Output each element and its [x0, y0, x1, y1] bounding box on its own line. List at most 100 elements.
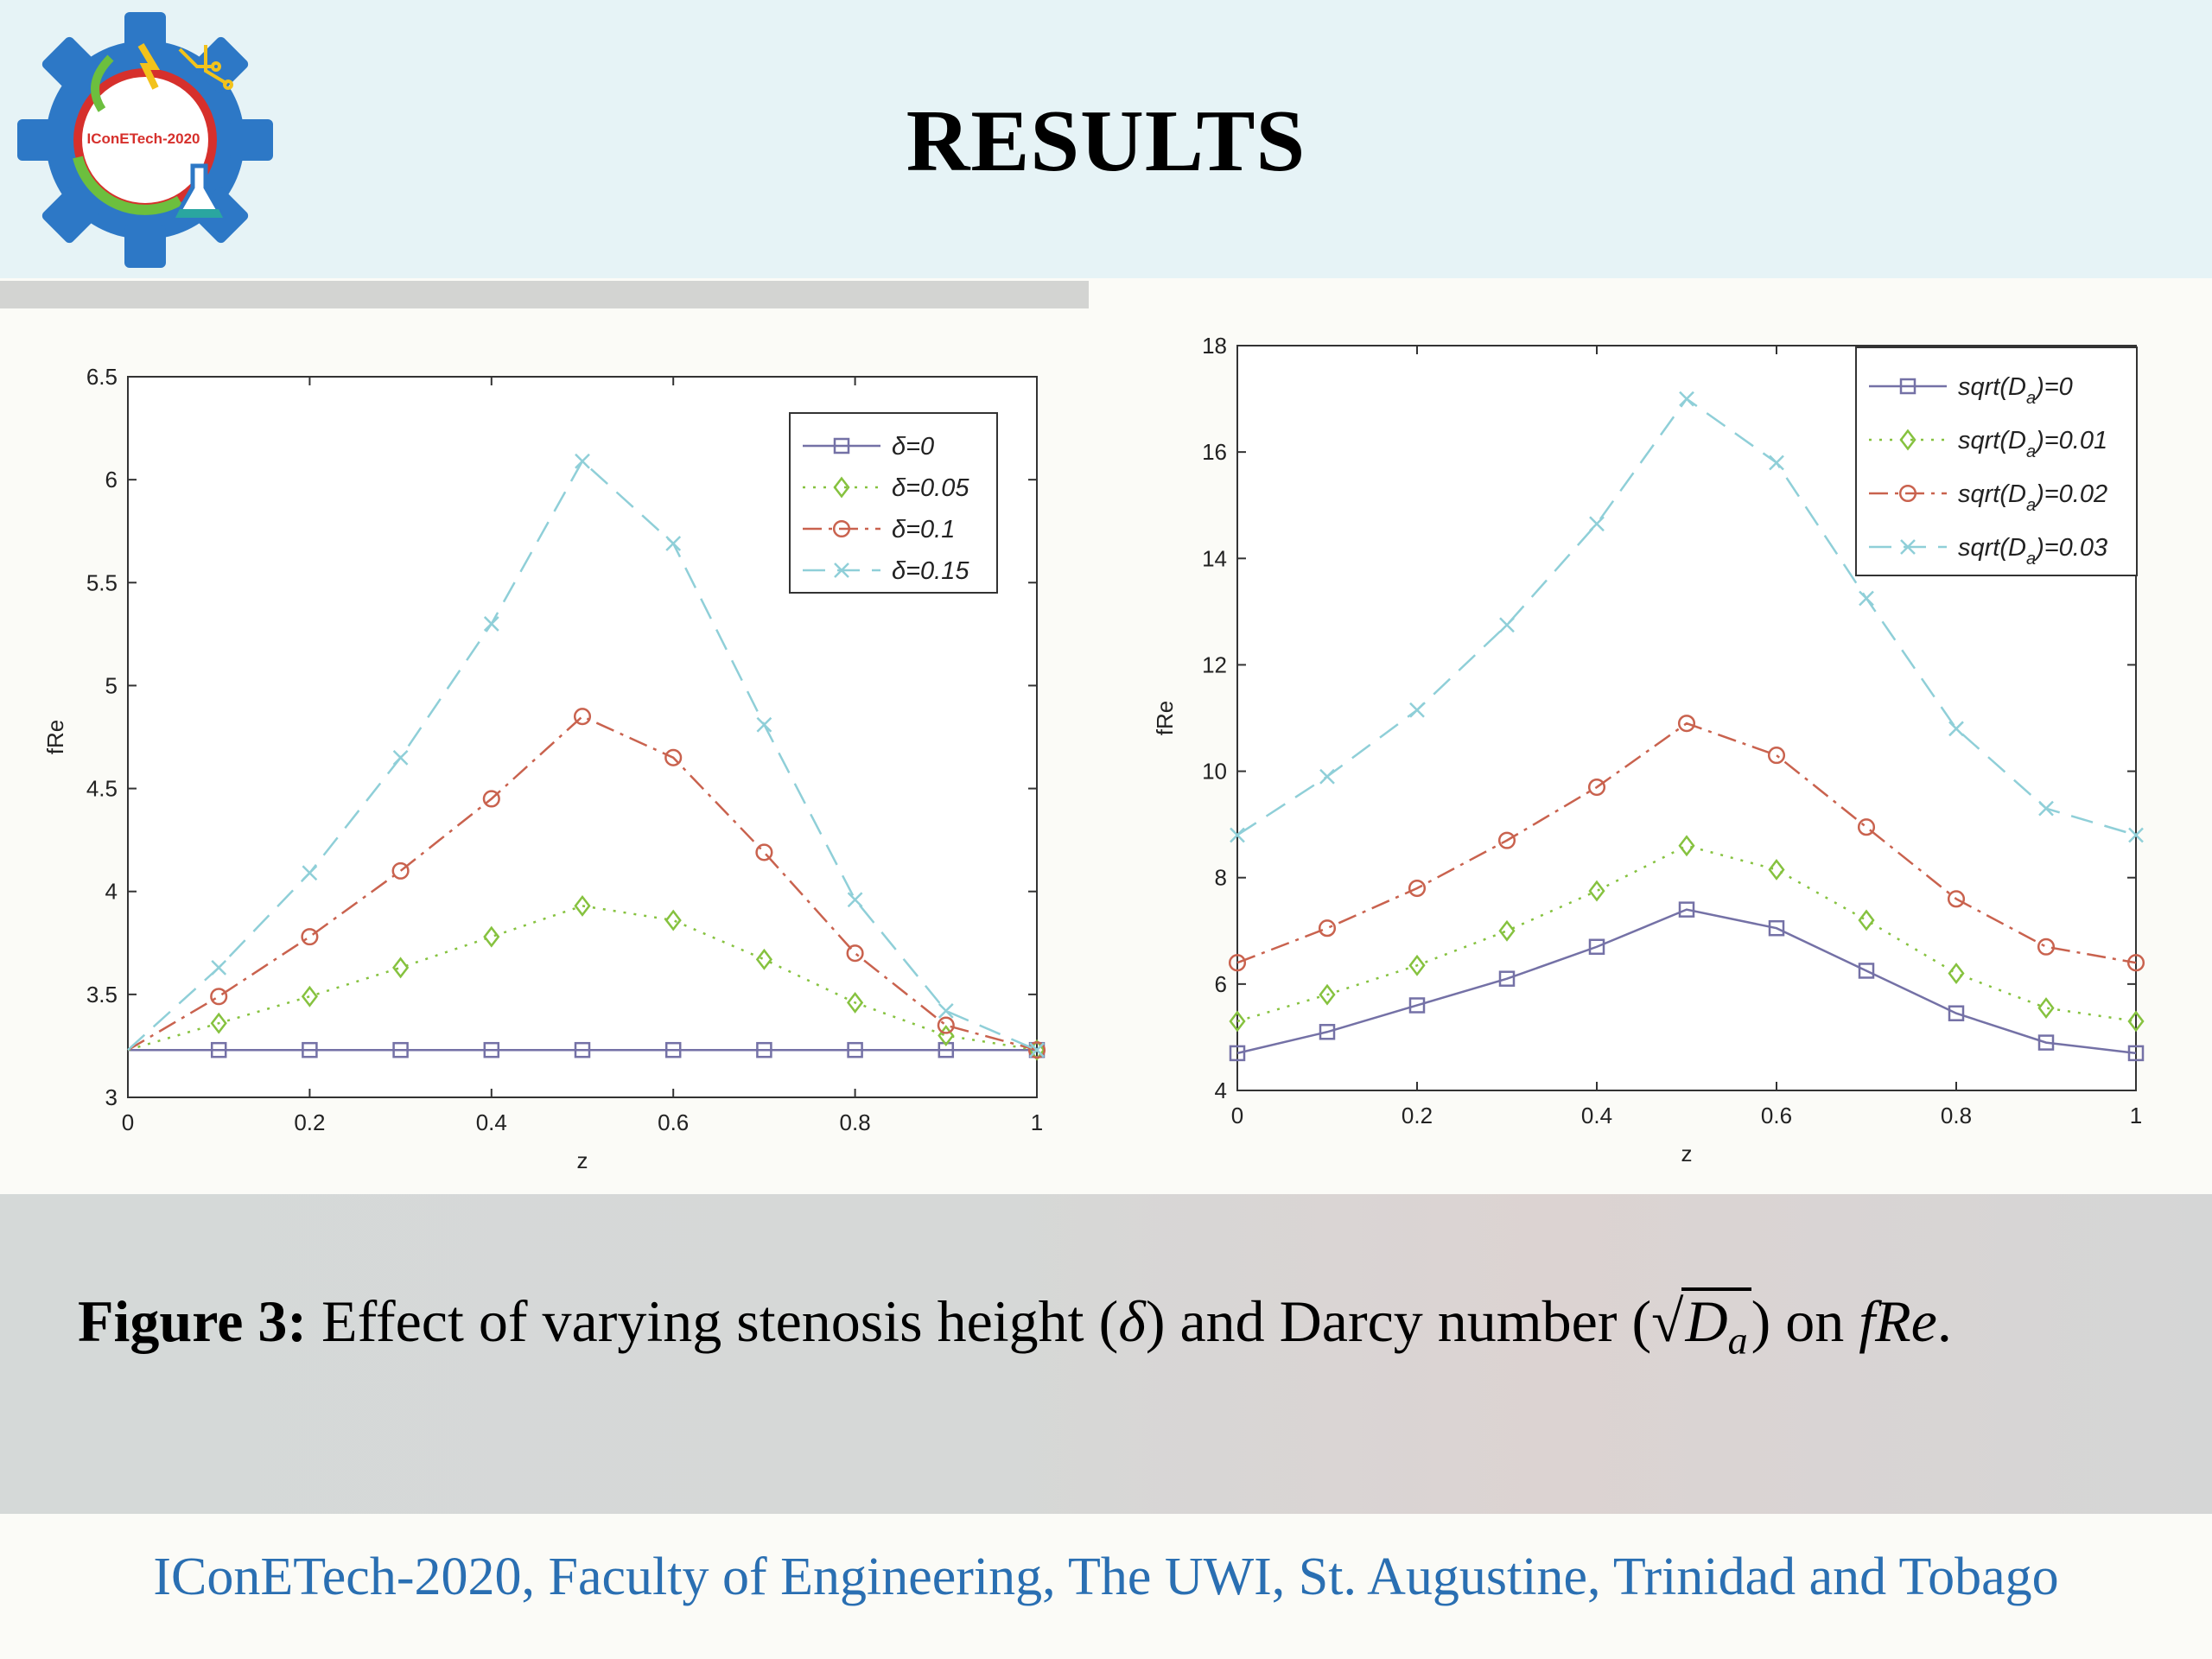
logo-text: IConETech-2020: [86, 130, 200, 147]
left-data-point: [664, 748, 683, 766]
right-series-line: [1236, 844, 2137, 1023]
left-data-point: [846, 944, 864, 963]
right-data-point: [1229, 1045, 1246, 1062]
left-legend: [789, 412, 998, 594]
right-data-point: [1318, 919, 1337, 938]
right-data-point: [2126, 954, 2145, 972]
left-xaxis-label: z: [577, 1147, 588, 1173]
right-series-2: [1228, 715, 2145, 972]
left-data-point: [664, 1041, 682, 1058]
right-ytick-label: 18: [1202, 333, 1227, 359]
right-data-point: [1229, 1010, 1246, 1033]
right-series-line: [1236, 908, 2137, 1055]
right-ytick-label: 14: [1202, 545, 1227, 571]
left-ytick-label: 4.5: [86, 776, 118, 802]
right-data-point: [2037, 1034, 2055, 1051]
right-data-point: [1230, 827, 1245, 843]
caption-text-1: Effect of varying stenosis height (: [307, 1288, 1119, 1354]
right-ytick-label: 8: [1215, 865, 1227, 891]
left-data-point: [301, 928, 319, 946]
left-ytick-label: 4: [105, 879, 118, 905]
right-data-point: [1857, 818, 1876, 836]
right-data-point: [1498, 970, 1516, 987]
right-xtick-label: 0: [1231, 1103, 1243, 1128]
header-banner: IConETech-2020 RESULTS: [0, 0, 2212, 278]
left-data-point: [847, 991, 864, 1014]
right-data-point: [2127, 1010, 2145, 1033]
left-data-point: [211, 959, 227, 976]
left-data-point: [847, 1041, 863, 1058]
left-data-point: [847, 892, 863, 908]
right-data-point: [1948, 963, 1965, 984]
right-data-point: [1677, 715, 1696, 733]
page-title: RESULTS: [906, 92, 1306, 190]
left-xtick-label: 0.4: [476, 1109, 507, 1135]
left-data-point: [756, 716, 772, 733]
left-series-line: [127, 905, 1038, 1052]
left-series-line: [127, 715, 1038, 1052]
right-data-point: [2037, 997, 2055, 1020]
chart-stenosis-height: 0 0.2 0.4 0.6 0.8 1 3 3.5 4 4.5 5 5.5 6 6.5 z fRe δ=0 δ=0…: [0, 311, 1106, 1175]
divider-bar: [0, 281, 1089, 308]
left-data-point: [391, 861, 410, 880]
right-data-point: [1768, 919, 1785, 937]
right-legend-label: sqrt(Da)=0.02: [1958, 480, 2107, 515]
left-yaxis-label: fRe: [42, 720, 68, 754]
right-ytick-label: 10: [1202, 759, 1227, 785]
right-data-point: [1678, 835, 1695, 857]
right-data-point: [1408, 954, 1426, 976]
caption-label: Figure 3:: [78, 1288, 308, 1354]
left-xtick-label: 0.2: [294, 1109, 325, 1135]
right-xtick-label: 0.8: [1941, 1103, 1972, 1128]
right-legend-marker: [1899, 429, 1916, 451]
right-ytick-label: 4: [1215, 1077, 1227, 1103]
left-data-point: [301, 985, 318, 1007]
chart-left-svg: 0 0.2 0.4 0.6 0.8 1 3 3.5 4 4.5 5 5.5 6 6.5 z fRe δ=0 δ=0…: [42, 364, 1046, 1173]
right-data-point: [1499, 617, 1515, 633]
left-xtick-label: 1: [1031, 1109, 1043, 1135]
left-series-2: [127, 708, 1046, 1059]
left-legend-marker: [833, 437, 850, 454]
right-data-point: [1498, 919, 1516, 942]
left-data-point: [483, 616, 499, 632]
right-ytick-label: 12: [1202, 652, 1227, 677]
left-legend-marker: [832, 519, 851, 538]
caption-end: .: [1936, 1288, 1952, 1354]
left-ytick-label: 3.5: [86, 982, 118, 1007]
right-legend-label: sqrt(Da)=0: [1958, 373, 2073, 408]
right-xtick-label: 0.4: [1581, 1103, 1612, 1128]
left-data-point: [756, 1041, 772, 1058]
right-series-1: [1229, 835, 2145, 1033]
right-legend-marker: [1899, 378, 1916, 395]
right-ytick-label: 6: [1215, 971, 1227, 997]
right-yaxis-label: fRe: [1152, 701, 1178, 735]
left-data-point: [210, 1012, 227, 1034]
left-data-point: [482, 790, 500, 808]
chart-darcy-number: 0 0.2 0.4 0.6 0.8 1 4 6 8 10 12 14 16 18 z fRe sqrt(Da)=…: [1106, 311, 2212, 1175]
left-data-point: [938, 1003, 954, 1019]
left-legend-label: δ=0.1: [892, 516, 955, 543]
right-xaxis-label: z: [1681, 1141, 1693, 1166]
left-xtick-label: 0.6: [658, 1109, 689, 1135]
left-data-point: [574, 894, 591, 917]
left-legend-label: δ=0: [892, 433, 934, 461]
right-legend-marker: [1900, 539, 1916, 555]
left-xtick-label: 0.8: [840, 1109, 871, 1135]
right-ytick-label: 16: [1202, 439, 1227, 465]
right-series-3: [1230, 391, 2144, 843]
left-data-point: [573, 708, 592, 726]
sqrt-darcy: Da: [1681, 1287, 1751, 1362]
left-data-point: [665, 536, 682, 551]
right-data-point: [1858, 963, 1875, 979]
right-xtick-label: 0.6: [1761, 1103, 1792, 1128]
caption-fre: fRe: [1859, 1288, 1937, 1354]
right-data-point: [1319, 983, 1336, 1006]
right-data-point: [1588, 880, 1605, 902]
right-data-point: [1678, 901, 1695, 918]
left-xtick-label: 0: [122, 1109, 134, 1135]
left-data-point: [574, 1041, 591, 1058]
right-legend-label: sqrt(Da)=0.03: [1958, 534, 2107, 569]
right-data-point: [2128, 827, 2144, 843]
left-ytick-label: 6: [105, 467, 118, 493]
sqrt-sign: √: [1651, 1288, 1684, 1354]
